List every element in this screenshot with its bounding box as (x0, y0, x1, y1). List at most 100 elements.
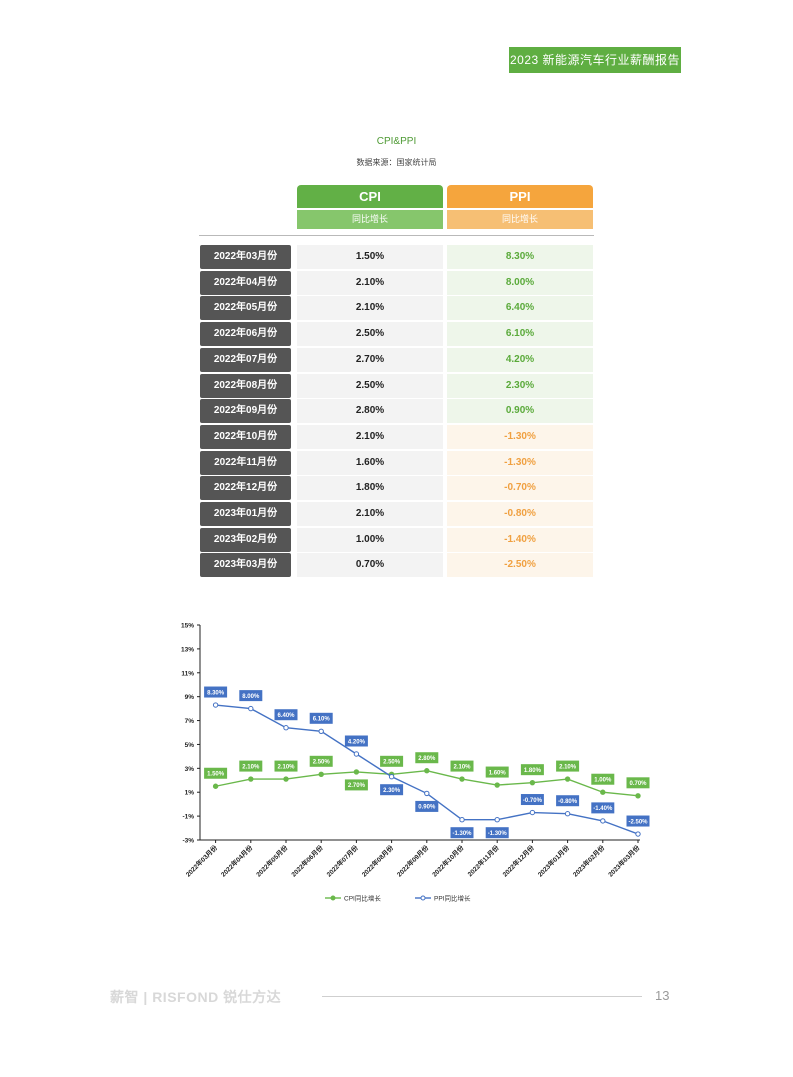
ppi-data-label-box (591, 802, 615, 814)
y-tick-label: 9% (185, 694, 195, 701)
cpi-value-cell: 2.80% (297, 399, 443, 423)
cpi-data-point (283, 776, 289, 782)
legend-marker (330, 895, 336, 901)
ppi-data-point (283, 725, 289, 731)
row-month-label: 2023年02月份 (200, 528, 291, 552)
cpi-data-label: 1.80% (524, 768, 542, 774)
ppi-data-label-box (239, 690, 263, 702)
cpi-ppi-line-chart: -3%-1%1%3%5%7%9%11%13%15%2022年03月份 2022年0… (181, 623, 650, 902)
cpi-data-label-box (309, 755, 333, 767)
y-tick-label: 7% (185, 718, 195, 725)
ppi-value-cell: 2.30% (447, 374, 593, 398)
ppi-data-point (600, 818, 606, 824)
ppi-data-point (494, 816, 500, 823)
cpi-data-label: 2.10% (277, 764, 295, 770)
cpi-data-label-box (450, 760, 474, 772)
ppi-value-cell: -0.80% (447, 502, 593, 526)
cpi-value-cell: 2.10% (297, 425, 443, 449)
cpi-data-label: 2.50% (383, 760, 401, 766)
page-number: 13 (655, 988, 670, 1003)
cpi-value-cell: 2.10% (297, 296, 443, 320)
ppi-data-label-box (204, 686, 228, 698)
ppi-value-cell: -1.30% (447, 451, 593, 475)
cpi-data-point (494, 782, 500, 788)
ppi-value-cell: 4.20% (447, 348, 593, 372)
ppi-column-subheader: 同比增长 (447, 210, 593, 229)
ppi-data-label: -1.30% (488, 831, 508, 837)
ppi-data-label: 6.10% (313, 717, 331, 723)
ppi-data-label-box (309, 712, 333, 724)
ppi-data-label: 8.30% (207, 690, 225, 696)
row-month-label: 2022年10月份 (200, 425, 291, 449)
ppi-data-point (424, 790, 430, 797)
cpi-value-cell: 1.60% (297, 451, 443, 475)
cpi-column-header: CPI (297, 185, 443, 208)
cpi-data-label: 1.60% (489, 770, 507, 776)
row-month-label: 2022年09月份 (200, 399, 291, 423)
cpi-data-label-box (239, 760, 263, 772)
ppi-value-cell: 8.00% (447, 271, 593, 295)
ppi-data-point (212, 702, 219, 708)
row-month-label: 2022年03月份 (200, 245, 291, 269)
ppi-data-point (353, 751, 360, 757)
cpi-value-cell: 2.70% (297, 348, 443, 372)
ppi-data-point (459, 816, 465, 823)
cpi-column-subheader: 同比增长 (297, 210, 443, 229)
cpi-data-label-box (415, 752, 439, 764)
cpi-data-label-box (626, 777, 650, 789)
cpi-data-label: 2.50% (313, 760, 331, 766)
footer-brand-logo: 薪智 | RISFOND 锐仕方达 (110, 989, 282, 1005)
cpi-data-point (529, 779, 536, 786)
ppi-value-cell: 6.40% (447, 296, 593, 320)
y-tick-label: -3% (182, 838, 194, 845)
y-tick-label: 11% (181, 670, 194, 677)
report-title-tag: 2023 新能源汽车行业薪酬报告 (509, 47, 681, 73)
cpi-data-label: 2.10% (453, 764, 471, 770)
ppi-data-point (635, 831, 641, 837)
ppi-value-cell: 0.90% (447, 399, 593, 423)
cpi-data-point (424, 768, 430, 774)
cpi-data-label: 2.80% (418, 756, 436, 762)
ppi-value-cell: -1.30% (447, 425, 593, 449)
row-month-label: 2022年04月份 (200, 271, 291, 295)
legend-cpi-label: CPI同比增长 (344, 893, 381, 902)
y-tick-label: 5% (185, 742, 195, 749)
ppi-column-header: PPI (447, 185, 593, 208)
ppi-data-label: -1.40% (593, 806, 613, 812)
legend-marker (420, 895, 426, 901)
cpi-data-point (600, 789, 606, 795)
y-tick-label: -1% (182, 814, 194, 821)
ppi-data-label-box (556, 795, 580, 807)
cpi-value-cell: 2.10% (297, 271, 443, 295)
cpi-data-label: 0.70% (629, 781, 647, 787)
x-tick-label: 2022年06月份 (289, 843, 325, 879)
ppi-data-label: 6.40% (277, 713, 295, 719)
ppi-data-point (529, 809, 536, 816)
ppi-value-cell: -0.70% (447, 476, 593, 500)
ppi-data-label: 2.30% (383, 788, 401, 794)
row-month-label: 2022年12月份 (200, 476, 291, 500)
x-tick-label: 2022年10月份 (430, 843, 466, 879)
ppi-data-label: 0.90% (418, 805, 436, 811)
ppi-data-label-box (450, 827, 474, 839)
cpi-data-label-box (274, 760, 298, 772)
x-tick-label: 2023年02月份 (571, 843, 607, 879)
legend-ppi-label: PPI同比增长 (434, 893, 471, 902)
cpi-data-label: 2.70% (348, 783, 366, 789)
ppi-data-label: -0.80% (558, 799, 578, 805)
cpi-value-cell: 1.80% (297, 476, 443, 500)
y-tick-label: 1% (185, 790, 195, 797)
data-source: 数据来源：国家统计局 (356, 158, 437, 167)
x-tick-label: 2022年11月份 (465, 843, 501, 879)
ppi-data-point (564, 811, 571, 817)
ppi-value-cell: -2.50% (447, 553, 593, 577)
cpi-value-cell: 1.00% (297, 528, 443, 552)
x-tick-label: 2023年01月份 (536, 843, 572, 879)
cpi-data-label: 2.10% (242, 764, 260, 770)
cpi-data-label-box (380, 755, 404, 767)
cpi-data-label-box (204, 767, 228, 779)
ppi-data-label-box (626, 815, 650, 827)
ppi-data-label: 4.20% (348, 739, 366, 745)
cpi-value-cell: 2.10% (297, 502, 443, 526)
ppi-data-label-box (274, 709, 298, 721)
